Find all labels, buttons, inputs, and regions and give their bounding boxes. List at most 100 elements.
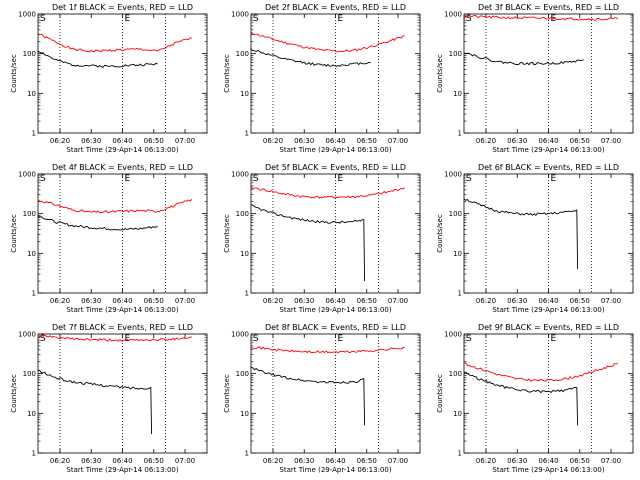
y-tick-label: 10 — [27, 250, 36, 258]
y-tick-label: 1 — [458, 130, 462, 138]
x-tick-label: 07:00 — [388, 457, 408, 465]
panel-title: Det 4f BLACK = Events, RED = LLD — [52, 163, 193, 172]
y-tick-label: 1 — [32, 450, 36, 458]
panel-title: Det 2f BLACK = Events, RED = LLD — [265, 3, 406, 12]
events-series-line — [463, 371, 579, 426]
panel-title: Det 6f BLACK = Events, RED = LLD — [478, 163, 619, 172]
detector-panel: Det 9f BLACK = Events, RED = LLD S E 1 10 100… — [436, 323, 634, 474]
y-tick-label: 10 — [240, 250, 249, 258]
x-axis-label: Start Time (29-Apr-14 06:13:00) — [492, 146, 604, 154]
y-tick-label: 100 — [23, 370, 36, 378]
plot-frame — [250, 13, 421, 134]
y-tick-label: 100 — [449, 370, 462, 378]
x-tick-label: 06:20 — [263, 137, 283, 145]
y-tick-label: 10 — [453, 410, 462, 418]
y-tick-label: 1 — [32, 290, 36, 298]
panel-title: Det 3f BLACK = Events, RED = LLD — [478, 3, 619, 12]
start-marker-label: S — [253, 334, 259, 344]
events-series-line — [37, 215, 158, 231]
start-marker-label: S — [253, 14, 259, 24]
x-tick-label: 06:40 — [112, 457, 132, 465]
y-axis-label: Counts/sec — [436, 214, 444, 253]
start-marker-label: S — [466, 174, 472, 184]
y-tick-label: 10 — [453, 250, 462, 258]
end-marker-label: E — [125, 174, 131, 184]
detector-panel: Det 5f BLACK = Events, RED = LLD S E 1 10 100… — [223, 163, 421, 314]
end-marker-label: E — [551, 174, 557, 184]
panel-title: Det 7f BLACK = Events, RED = LLD — [52, 323, 193, 332]
end-marker-label: E — [338, 174, 344, 184]
x-tick-label: 06:50 — [144, 297, 164, 305]
plot-frame — [463, 13, 634, 134]
y-tick-label: 1000 — [231, 11, 249, 19]
events-series-line — [463, 198, 579, 270]
panel-title: Det 5f BLACK = Events, RED = LLD — [265, 163, 406, 172]
x-tick-label: 06:40 — [325, 457, 345, 465]
x-tick-label: 06:50 — [570, 137, 590, 145]
x-tick-label: 06:30 — [294, 137, 314, 145]
x-axis-label: Start Time (29-Apr-14 06:13:00) — [66, 146, 178, 154]
panel-title: Det 1f BLACK = Events, RED = LLD — [52, 3, 193, 12]
x-tick-label: 06:20 — [263, 297, 283, 305]
end-marker-label: E — [125, 334, 131, 344]
x-tick-label: 06:40 — [538, 297, 558, 305]
plot-frame — [37, 173, 208, 294]
start-marker-label: S — [466, 14, 472, 24]
y-tick-label: 100 — [236, 210, 249, 218]
x-axis-label: Start Time (29-Apr-14 06:13:00) — [492, 466, 604, 474]
x-tick-label: 06:40 — [112, 297, 132, 305]
detector-panel: Det 7f BLACK = Events, RED = LLD S E 1 10 100… — [10, 323, 208, 474]
lld-series-line — [37, 334, 192, 342]
x-tick-label: 06:30 — [507, 137, 527, 145]
x-tick-label: 06:20 — [50, 297, 70, 305]
x-tick-label: 06:30 — [507, 457, 527, 465]
y-tick-label: 1 — [245, 450, 249, 458]
y-tick-label: 10 — [27, 410, 36, 418]
lld-series-line — [250, 31, 405, 53]
events-series-line — [37, 50, 158, 68]
y-tick-label: 1 — [458, 290, 462, 298]
x-axis-label: Start Time (29-Apr-14 06:13:00) — [66, 306, 178, 314]
lld-series-line — [463, 14, 619, 21]
y-tick-label: 1 — [32, 130, 36, 138]
events-series-line — [463, 52, 584, 66]
y-tick-label: 10 — [240, 90, 249, 98]
x-tick-label: 06:50 — [570, 297, 590, 305]
start-marker-label: S — [253, 174, 259, 184]
start-marker-label: S — [40, 334, 46, 344]
x-tick-label: 07:00 — [388, 297, 408, 305]
x-tick-label: 06:40 — [538, 457, 558, 465]
y-axis-label: Counts/sec — [436, 54, 444, 93]
plot-frame — [463, 173, 634, 294]
y-tick-label: 1000 — [18, 331, 36, 339]
x-tick-label: 06:50 — [144, 137, 164, 145]
start-marker-label: S — [466, 334, 472, 344]
plot-frame — [463, 333, 634, 454]
y-tick-label: 1000 — [231, 331, 249, 339]
x-tick-label: 06:20 — [476, 297, 496, 305]
y-tick-label: 1000 — [444, 331, 462, 339]
x-tick-label: 06:30 — [507, 297, 527, 305]
y-axis-label: Counts/sec — [223, 214, 231, 253]
x-axis-label: Start Time (29-Apr-14 06:13:00) — [279, 146, 391, 154]
x-tick-label: 06:30 — [294, 457, 314, 465]
x-tick-label: 07:00 — [601, 297, 621, 305]
x-axis-label: Start Time (29-Apr-14 06:13:00) — [279, 466, 391, 474]
start-marker-label: S — [40, 174, 46, 184]
events-series-line — [250, 366, 366, 426]
x-tick-label: 06:40 — [325, 297, 345, 305]
start-marker-label: S — [40, 14, 46, 24]
y-axis-label: Counts/sec — [223, 374, 231, 413]
lld-series-line — [37, 33, 192, 53]
end-marker-label: E — [338, 14, 344, 24]
detector-panel: Det 6f BLACK = Events, RED = LLD S E 1 10 100… — [436, 163, 634, 314]
x-tick-label: 06:30 — [81, 457, 101, 465]
x-tick-label: 07:00 — [175, 137, 195, 145]
panel-title: Det 8f BLACK = Events, RED = LLD — [265, 323, 406, 332]
end-marker-label: E — [125, 14, 131, 24]
lld-series-line — [37, 198, 193, 214]
y-tick-label: 1000 — [444, 11, 462, 19]
x-tick-label: 06:50 — [570, 457, 590, 465]
x-tick-label: 06:30 — [81, 297, 101, 305]
